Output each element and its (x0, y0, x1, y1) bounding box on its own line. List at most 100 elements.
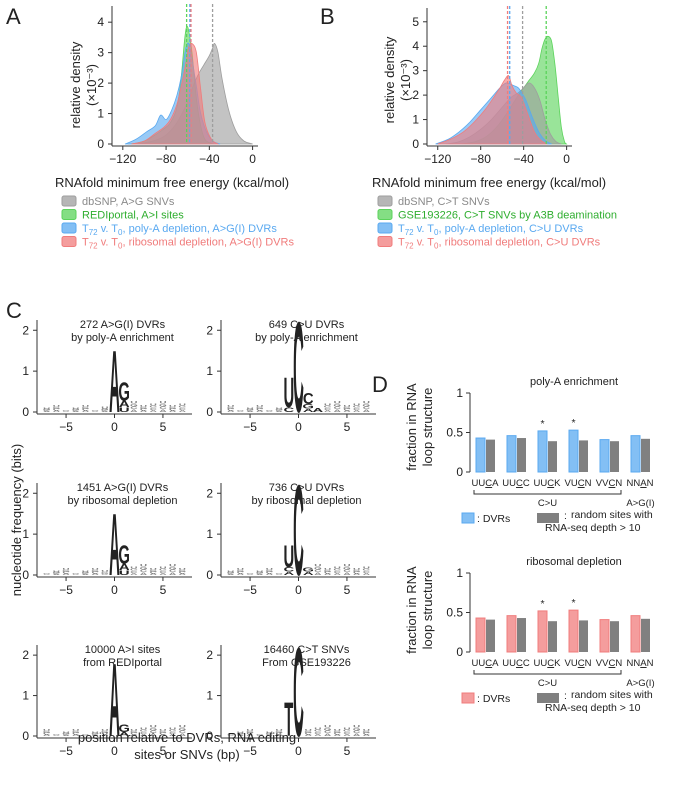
logo-noise-letter: A (150, 573, 158, 576)
x-axis-label-c-line2: sites or SNVs (bp) (134, 747, 239, 762)
logo-noise-letter: G (246, 731, 254, 734)
logo-y-tick-label: 2 (22, 486, 29, 500)
legend-label-1: dbSNP, A>G SNVs (82, 196, 175, 208)
logo-noise-letter: C (62, 571, 70, 574)
logo-noise-letter: C (169, 408, 177, 411)
logo-noise-letter: A (53, 410, 61, 413)
logo-noise-letter: U (140, 727, 147, 731)
significance-star: * (571, 597, 575, 609)
logo-noise-letter: U (334, 729, 341, 732)
logo-noise-letter: C (82, 573, 89, 575)
logo-noise-letter: G (236, 570, 244, 573)
logo-noise-letter: A (101, 575, 108, 576)
logo-noise-letter: C (343, 731, 351, 735)
density-chart-b: 0 1 2 3 4 5 −120 −80 −40 0 relative density (×10⁻… (372, 6, 617, 251)
density-area-4 (131, 42, 220, 145)
logo-letter-A: A (109, 497, 120, 595)
logo-noise-letter: A (53, 574, 60, 576)
logo-noise-letter: U (353, 403, 360, 407)
logo-noise-letter: A (237, 412, 244, 413)
logo-y-tick-label: 1 (206, 527, 213, 541)
logo-title-line1: 736 C>U DVRs (269, 482, 345, 494)
logo-noise-letter: C (140, 731, 148, 735)
logo-noise-letter: C (246, 574, 253, 575)
logo-noise-letter: C (179, 571, 187, 574)
legend-swatch-4 (61, 236, 77, 247)
legend-label-random-1: random sites with (571, 689, 653, 701)
bar-category-label: UUCK (534, 658, 562, 669)
logo-title-line1: 649 C>U DVRs (269, 319, 345, 331)
logo-y-tick-label: 0 (22, 568, 29, 582)
logo-noise-letter: C (305, 732, 313, 735)
y-axis-label-d1-line2: loop structure (420, 388, 435, 467)
logo-y-tick-label: 2 (206, 323, 213, 337)
logo-noise-letter: C (334, 406, 342, 411)
y-axis-label-a: relative density (68, 41, 83, 128)
logo-noise-letter: U (150, 403, 157, 407)
logo-noise-letter: A (150, 732, 158, 737)
logo-noise-letter: G (256, 735, 264, 736)
logo-noise-letter: U (159, 400, 167, 405)
legend-swatch-2 (377, 209, 393, 220)
bar-dvr (630, 615, 641, 653)
logo-noise-letter: U (169, 405, 176, 408)
bar-dvr (599, 619, 610, 653)
bar-y-tick-label: 0.5 (446, 606, 463, 620)
logo-letter-A: A (119, 731, 130, 737)
logo-noise-letter: U (237, 568, 244, 571)
logo-noise-letter: G (236, 411, 244, 412)
logo-noise-letter: U (72, 408, 79, 410)
panel-letter-c: C (6, 298, 22, 323)
logo-noise-letter: U (130, 400, 138, 405)
logo-y-tick-label: 0 (206, 729, 213, 743)
logo-noise-letter: A (43, 411, 50, 413)
group-bracket (473, 490, 622, 495)
logo-noise-letter: C (43, 410, 50, 412)
legend-label-3: T72 v. T0, poly-A depletion, C>U DVRs (398, 223, 584, 237)
significance-star: * (540, 418, 544, 430)
logo-x-tick-label: 0 (111, 744, 118, 758)
logo-noise-letter: A (363, 572, 371, 576)
logo-noise-letter: G (101, 731, 109, 734)
logo-noise-letter: A (53, 736, 60, 737)
logo-noise-letter: U (246, 729, 253, 732)
logo-y-tick-label: 1 (22, 689, 29, 703)
logo-noise-letter: A (324, 573, 332, 576)
logo-noise-letter: C (53, 408, 61, 411)
logo-noise-letter: C (130, 732, 138, 735)
logo-letter-U: U (119, 570, 130, 577)
logo-noise-letter: A (227, 410, 235, 413)
logo-x-tick-label: −5 (243, 744, 257, 758)
logo-noise-letter: G (178, 405, 186, 409)
legend-label-dvr: : DVRs (477, 693, 510, 705)
logo-letter-C: C (293, 298, 304, 440)
logo-noise-letter: U (276, 408, 283, 410)
bar-category-label: UUCC (502, 658, 530, 669)
logo-letter-C: C (293, 624, 304, 764)
logo-noise-letter: C (101, 732, 109, 735)
logo-noise-letter: A (62, 573, 70, 576)
logo-noise-letter: A (276, 734, 284, 737)
logo-noise-letter: C (53, 735, 60, 736)
bar-random (517, 438, 526, 472)
logo-noise-letter: U (130, 566, 137, 570)
x-tick-label: 0 (249, 152, 256, 166)
logo-x-tick-label: 0 (111, 420, 118, 434)
logo-noise-letter: U (256, 405, 263, 408)
logo-noise-letter: C (140, 408, 148, 411)
logo-noise-letter: A (276, 575, 283, 576)
logo-noise-letter: A (159, 572, 167, 576)
logo-y-tick-label: 2 (22, 323, 29, 337)
logo-noise-letter: U (266, 568, 273, 571)
logo-noise-letter: G (343, 407, 351, 410)
logo-noise-letter: A (343, 410, 351, 413)
logo-noise-letter: A (179, 409, 187, 413)
logo-title-line2: by poly-A enrichment (255, 332, 358, 344)
y-axis-label-d1-line1: fraction in RNA (404, 383, 419, 471)
logo-noise-letter: U (140, 563, 148, 568)
logo-noise-letter: C (324, 730, 332, 735)
logo-noise-letter: G (140, 407, 148, 410)
